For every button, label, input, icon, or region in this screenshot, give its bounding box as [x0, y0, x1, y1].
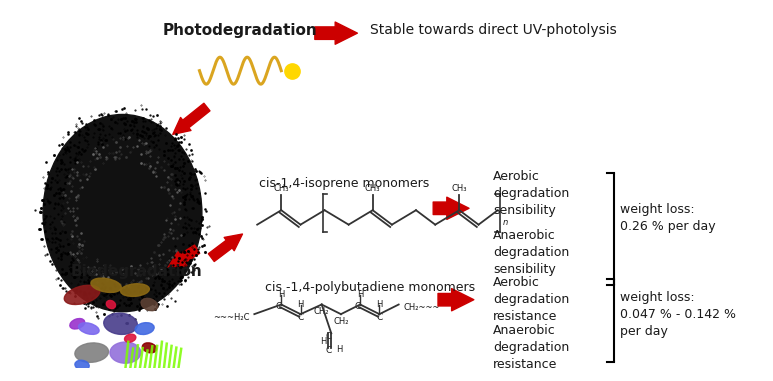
Ellipse shape	[104, 313, 138, 335]
Ellipse shape	[142, 343, 156, 353]
Text: Anaerobic
degradation
sensibility: Anaerobic degradation sensibility	[493, 229, 569, 277]
Text: Photodegradation: Photodegradation	[162, 22, 317, 38]
Ellipse shape	[75, 360, 89, 370]
Text: cis-1,4-isoprene monomers: cis-1,4-isoprene monomers	[259, 178, 429, 190]
Ellipse shape	[110, 342, 141, 363]
Text: n: n	[502, 218, 508, 227]
Text: Biodegradation: Biodegradation	[71, 264, 203, 279]
Text: Stable towards direct UV-photolysis: Stable towards direct UV-photolysis	[369, 22, 616, 37]
Text: weight loss:
0.047 % - 0.142 %
per day: weight loss: 0.047 % - 0.142 % per day	[620, 291, 736, 338]
Text: C: C	[354, 302, 360, 311]
Text: H: H	[357, 290, 363, 299]
Text: H: H	[376, 300, 383, 309]
Text: C: C	[325, 346, 332, 355]
Text: H: H	[321, 336, 327, 346]
Text: C: C	[325, 332, 332, 341]
Text: C: C	[275, 302, 281, 311]
Ellipse shape	[70, 319, 85, 329]
Text: CH₃: CH₃	[365, 184, 380, 193]
Text: cis -1,4-polybutadiene monomers: cis -1,4-polybutadiene monomers	[264, 282, 475, 295]
Ellipse shape	[121, 284, 149, 296]
Text: H: H	[298, 300, 304, 309]
Text: Aerobic
degradation
resistance: Aerobic degradation resistance	[493, 275, 569, 323]
Text: CH₂: CH₂	[314, 307, 329, 316]
Ellipse shape	[124, 334, 136, 342]
Text: ~~~H₂C: ~~~H₂C	[213, 312, 250, 322]
Text: C: C	[298, 312, 304, 322]
Text: weight loss:
0.26 % per day: weight loss: 0.26 % per day	[620, 203, 716, 233]
Text: H: H	[278, 290, 284, 299]
Text: CH₂: CH₂	[333, 317, 349, 326]
Ellipse shape	[75, 343, 108, 362]
Text: CH₃: CH₃	[451, 184, 467, 193]
Text: CH₂~~~: CH₂~~~	[404, 303, 440, 312]
Ellipse shape	[43, 114, 202, 312]
Text: Anaerobic
degradation
resistance: Anaerobic degradation resistance	[493, 324, 569, 371]
Ellipse shape	[79, 323, 99, 335]
Ellipse shape	[107, 300, 115, 309]
Text: C: C	[376, 312, 383, 322]
Text: CH₃: CH₃	[274, 184, 289, 193]
Ellipse shape	[91, 278, 121, 293]
Ellipse shape	[141, 298, 158, 311]
Ellipse shape	[135, 323, 154, 335]
Ellipse shape	[64, 285, 100, 304]
Text: Aerobic
degradation
sensibility: Aerobic degradation sensibility	[493, 170, 569, 217]
Text: H: H	[335, 345, 342, 354]
